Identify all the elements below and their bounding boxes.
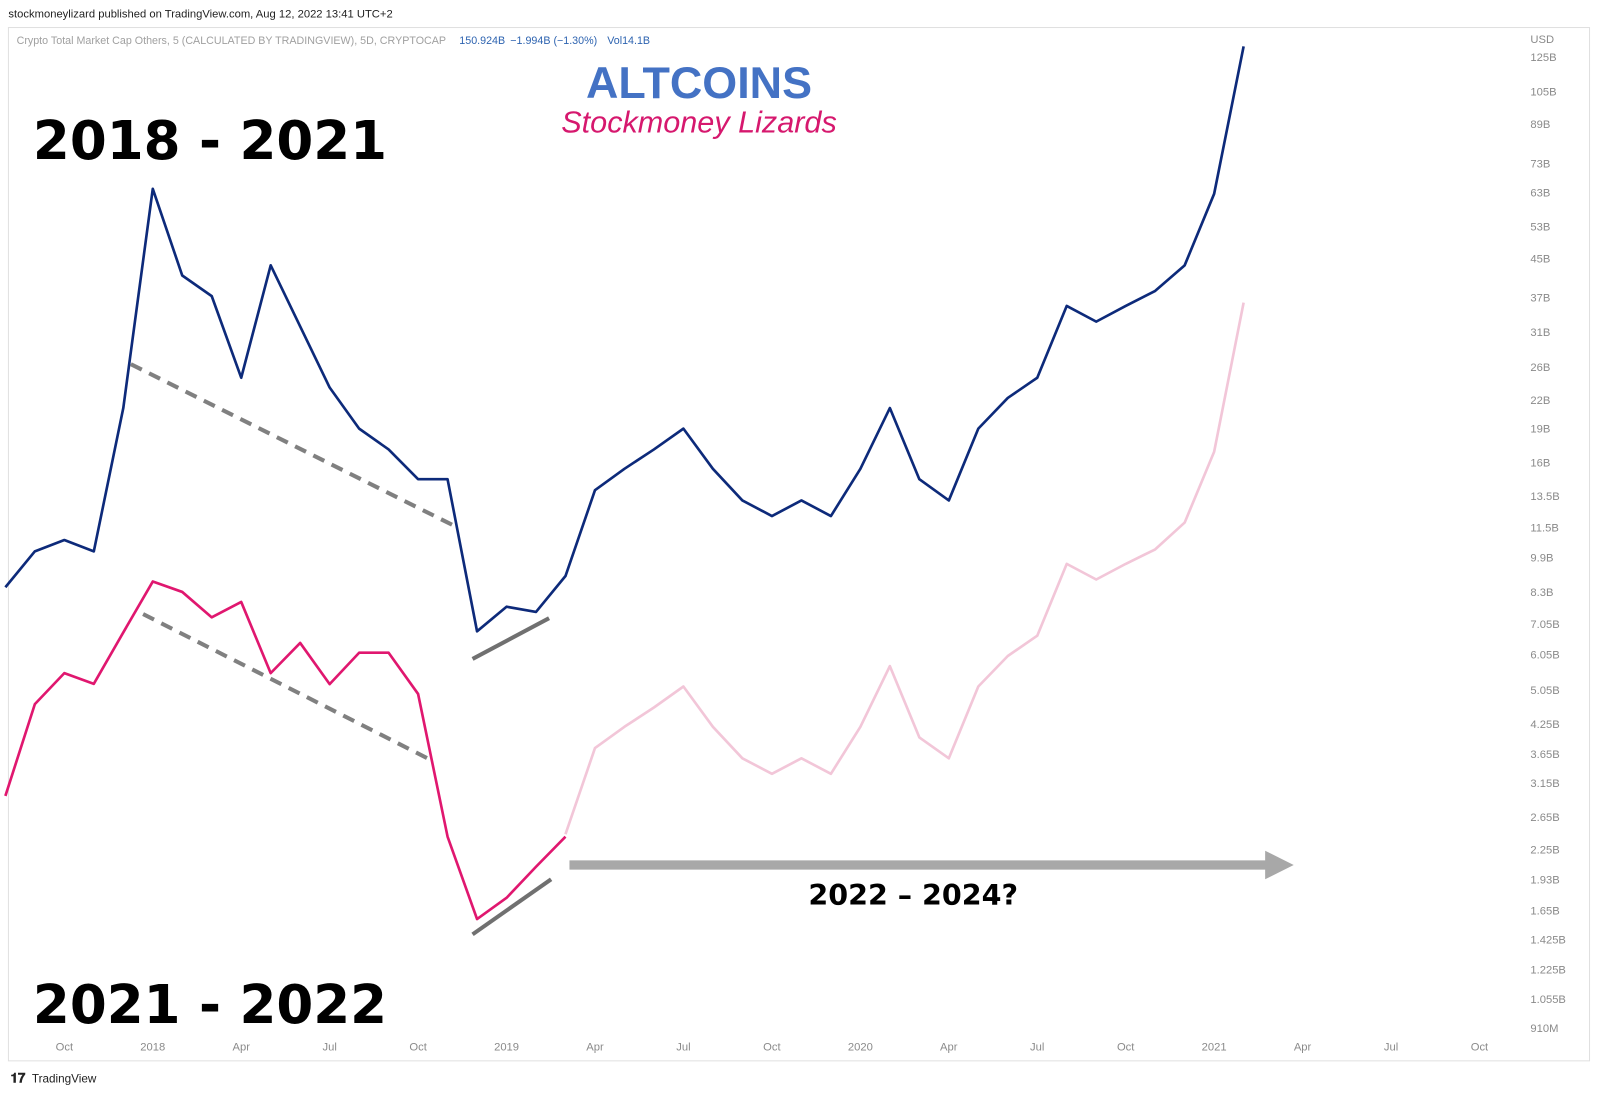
- y-unit: USD: [1530, 34, 1554, 46]
- support-line: [471, 616, 551, 661]
- y-tick-label: 9.9B: [1530, 552, 1553, 564]
- y-tick-label: 4.25B: [1530, 719, 1559, 731]
- y-tick-label: 63B: [1530, 187, 1550, 199]
- y-tick-label: 1.055B: [1530, 994, 1566, 1006]
- series-line: [4, 580, 567, 921]
- y-tick-label: 11.5B: [1530, 523, 1559, 535]
- y-tick-label: 2.25B: [1530, 844, 1559, 856]
- series-line: [564, 302, 1245, 835]
- chart-frame: [7, 27, 1591, 1062]
- y-tick-label: 125B: [1530, 52, 1556, 64]
- x-tick-label: Apr: [232, 1042, 250, 1054]
- x-tick-label: 2021: [1202, 1042, 1227, 1054]
- y-tick-label: 1.65B: [1530, 906, 1559, 918]
- price-change: −1.994B (−1.30%): [510, 35, 597, 47]
- series-group: [4, 46, 1245, 921]
- x-tick-label: Oct: [1117, 1042, 1135, 1054]
- support-line: [471, 877, 553, 937]
- y-tick-label: 910M: [1530, 1023, 1558, 1035]
- y-tick-label: 73B: [1530, 158, 1550, 170]
- arrow-head: [1265, 850, 1294, 880]
- y-tick-label: 7.05B: [1530, 619, 1559, 631]
- x-tick-label: 2018: [140, 1042, 165, 1054]
- x-tick-label: Jul: [676, 1042, 690, 1054]
- annotation: 2022 – 2024?: [808, 878, 1018, 912]
- x-tick-label: 2020: [848, 1042, 873, 1054]
- y-tick-label: 6.05B: [1530, 649, 1559, 661]
- y-tick-label: 31B: [1530, 327, 1550, 339]
- x-tick-label: Oct: [763, 1042, 781, 1054]
- x-tick-label: Oct: [56, 1042, 74, 1054]
- series-label: 2021 - 2022: [33, 974, 387, 1036]
- symbol-info: Crypto Total Market Cap Others, 5 (CALCU…: [17, 35, 446, 47]
- x-tick-label: Oct: [1471, 1042, 1489, 1054]
- chart-title: ALTCOINS: [586, 57, 812, 108]
- y-tick-label: 1.225B: [1530, 964, 1566, 976]
- x-tick-label: Jul: [1384, 1042, 1398, 1054]
- volume: Vol14.1B: [607, 35, 650, 47]
- y-tick-label: 105B: [1530, 87, 1556, 99]
- y-tick-label: 2.65B: [1530, 812, 1559, 824]
- x-tick-label: Apr: [1294, 1042, 1312, 1054]
- last-price: 150.924B: [459, 35, 505, 47]
- trend-line: [142, 612, 432, 762]
- x-tick-label: Jul: [323, 1042, 337, 1054]
- y-tick-label: 3.65B: [1530, 749, 1559, 761]
- y-tick-label: 22B: [1530, 395, 1550, 407]
- y-tick-label: 3.15B: [1530, 778, 1559, 790]
- series-label: 2018 - 2021: [33, 110, 387, 172]
- series-line: [4, 46, 1245, 633]
- y-tick-label: 53B: [1530, 221, 1550, 233]
- x-tick-label: Apr: [586, 1042, 604, 1054]
- y-tick-label: 89B: [1530, 119, 1550, 131]
- published-note: stockmoneylizard published on TradingVie…: [8, 8, 392, 20]
- y-tick-label: 19B: [1530, 424, 1550, 436]
- x-tick-label: 2019: [494, 1042, 519, 1054]
- y-tick-label: 26B: [1530, 362, 1550, 374]
- x-tick-label: Oct: [409, 1042, 427, 1054]
- y-tick-label: 45B: [1530, 254, 1550, 266]
- y-tick-label: 16B: [1530, 458, 1550, 470]
- footer: TradingView: [32, 1072, 97, 1085]
- y-tick-label: 8.3B: [1530, 587, 1553, 599]
- chart-subtitle: Stockmoney Lizards: [561, 106, 836, 140]
- y-tick-label: 1.93B: [1530, 875, 1559, 887]
- y-tick-label: 37B: [1530, 292, 1550, 304]
- x-tick-label: Apr: [940, 1042, 958, 1054]
- logo: 𝟏𝟕: [10, 1070, 25, 1085]
- y-tick-label: 5.05B: [1530, 685, 1559, 697]
- y-tick-label: 1.425B: [1530, 935, 1566, 947]
- y-tick-label: 13.5B: [1530, 491, 1559, 503]
- x-tick-label: Jul: [1030, 1042, 1044, 1054]
